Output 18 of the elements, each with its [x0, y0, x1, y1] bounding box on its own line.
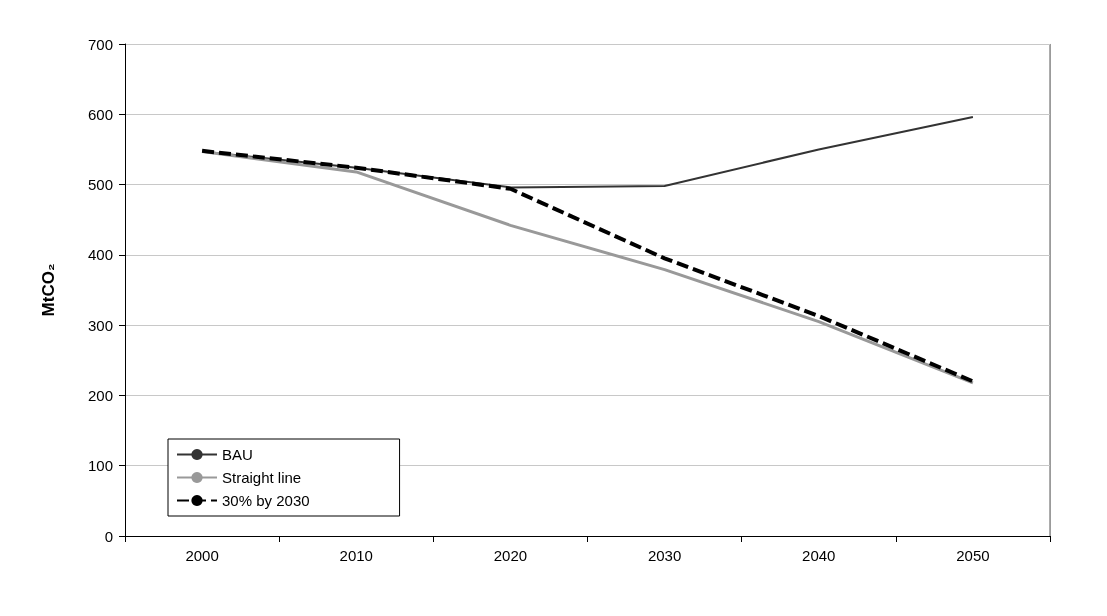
- y-tick-label: 200: [87, 386, 113, 404]
- legend-label: 30% by 2030: [222, 492, 310, 509]
- x-tick-label: 2000: [185, 547, 219, 564]
- x-tick-label: 2010: [339, 547, 373, 564]
- y-tick-label: 100: [87, 457, 113, 475]
- y-tick-label: 0: [104, 527, 113, 545]
- x-tick-label: 2020: [493, 547, 528, 564]
- y-tick-label: 600: [87, 105, 113, 123]
- y-tick-label: 500: [87, 176, 113, 194]
- y-tick-label: 700: [87, 35, 113, 53]
- y-tick-label: 400: [87, 246, 113, 264]
- legend-label: BAU: [222, 446, 253, 463]
- x-tick-label: 2040: [802, 547, 836, 564]
- x-tick-label: 2050: [956, 547, 990, 564]
- x-tick-label: 2030: [647, 547, 682, 564]
- y-tick-label: 300: [87, 316, 113, 334]
- y-axis-title: MtCO₂: [39, 263, 58, 317]
- legend-label: Straight line: [222, 469, 302, 486]
